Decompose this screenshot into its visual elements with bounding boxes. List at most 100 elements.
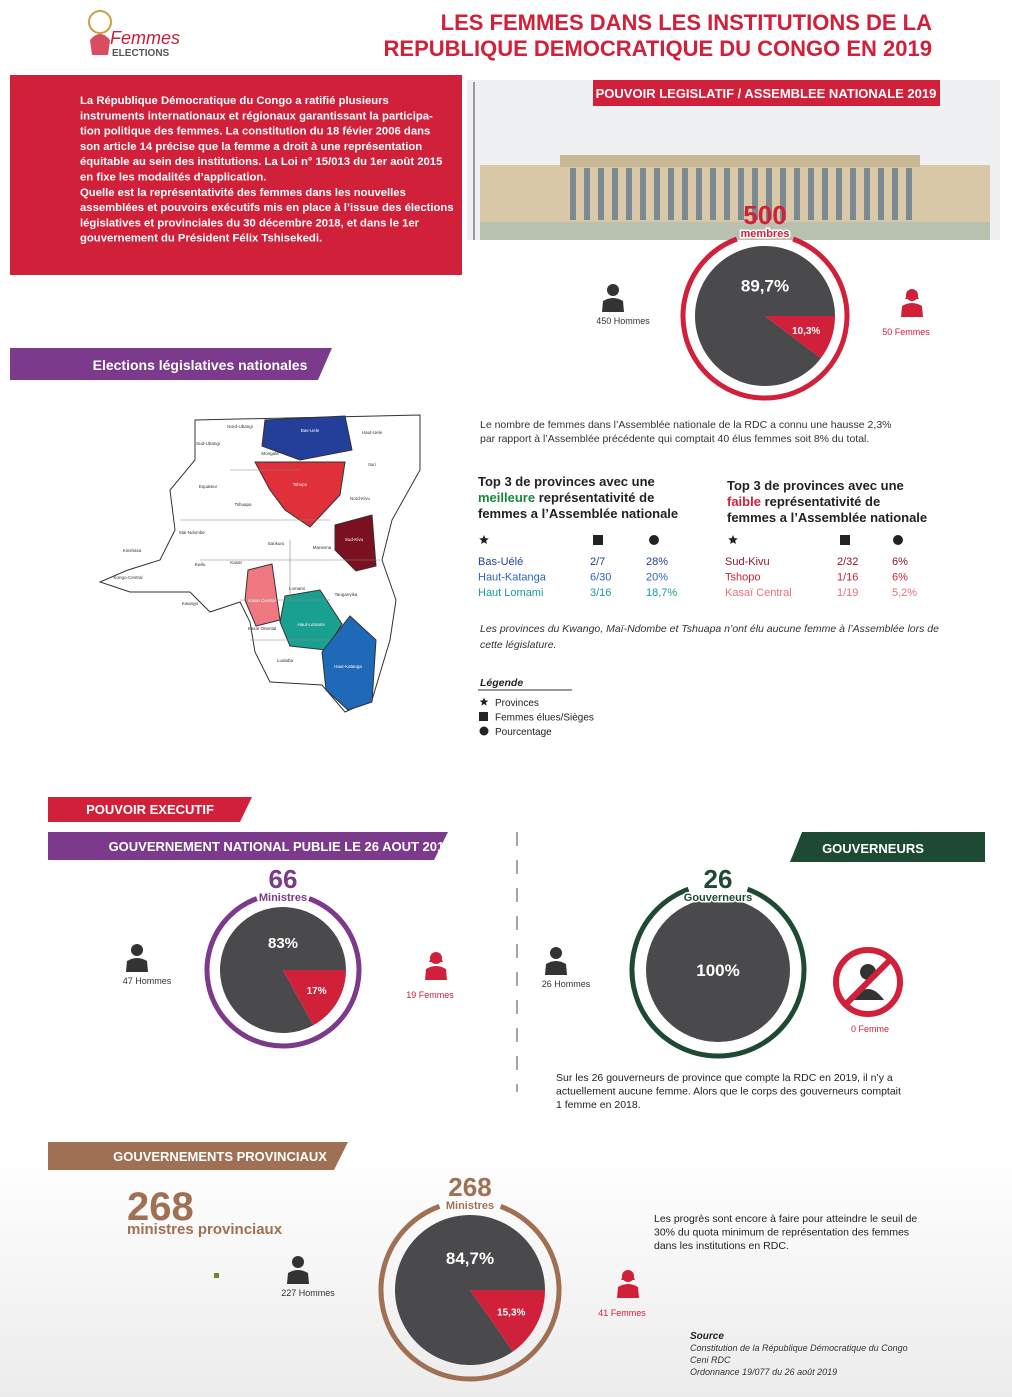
head bbox=[131, 944, 143, 956]
banner-text: GOUVERNEMENT NATIONAL PUBLIE LE 26 AOUT … bbox=[109, 839, 452, 854]
body bbox=[425, 966, 447, 980]
pie-label: 100% bbox=[696, 961, 739, 980]
ring bbox=[629, 886, 807, 1059]
pie-slice bbox=[470, 1290, 545, 1352]
map-label: Maniema bbox=[313, 545, 332, 550]
men-label: 227 Hommes bbox=[281, 1288, 335, 1298]
head bbox=[550, 947, 562, 959]
map-label: Kongo-Central bbox=[113, 575, 142, 580]
table-cell: 2/32 bbox=[837, 556, 858, 568]
table-cell: Haut Lomami bbox=[478, 587, 543, 599]
banner bbox=[593, 80, 940, 106]
column bbox=[822, 168, 828, 220]
title-part: femmes a l’Assemblée nationale bbox=[727, 510, 927, 525]
logo-sub: ELECTIONS bbox=[112, 48, 170, 59]
table-cell: 6% bbox=[892, 572, 908, 584]
column bbox=[696, 168, 702, 220]
text-line: Pourcentage bbox=[495, 727, 552, 738]
column bbox=[570, 168, 576, 220]
table-title: Top 3 de provinces avec une faible représ… bbox=[727, 478, 927, 525]
text-line: Les progrès sont encore à faire pour att… bbox=[654, 1213, 917, 1225]
column bbox=[850, 168, 856, 220]
women-label: 0 Femme bbox=[851, 1024, 889, 1034]
total-label: membres bbox=[741, 228, 790, 240]
map-label: Lualaba bbox=[277, 658, 294, 663]
building-illustration bbox=[467, 80, 1000, 240]
table-cell: Tshopo bbox=[725, 572, 760, 584]
pie-label: 89,7% bbox=[741, 277, 789, 296]
column bbox=[864, 168, 870, 220]
legend-title: Légende bbox=[480, 677, 523, 689]
banner bbox=[10, 348, 332, 380]
map-label: Sud-Ubangi bbox=[196, 441, 220, 446]
map-label: Kasaï bbox=[230, 560, 242, 565]
text-line: Femmes élues/Sièges bbox=[495, 713, 594, 724]
table-cell: Kasaï Central bbox=[725, 587, 792, 599]
circle-symbol bbox=[649, 535, 659, 545]
pie-slice bbox=[395, 1215, 545, 1366]
column bbox=[766, 168, 772, 220]
text-line: Ordonnance 19/077 du 26 août 2019 bbox=[690, 1367, 837, 1377]
circle-symbol bbox=[479, 726, 489, 736]
banner bbox=[48, 1142, 348, 1170]
title-part: représentativité de bbox=[535, 490, 654, 505]
table-title: Top 3 de provinces avec une meilleure rep… bbox=[478, 474, 678, 521]
pie-label: 84,7% bbox=[446, 1249, 494, 1268]
map-label: Kwilu bbox=[195, 562, 206, 567]
pie-label: 17% bbox=[307, 986, 327, 997]
man-icon bbox=[287, 1256, 309, 1284]
table-cell: 28% bbox=[646, 556, 668, 568]
table-cell: Bas-Uélé bbox=[478, 556, 523, 568]
highlight: meilleure bbox=[478, 490, 535, 505]
map-label: Sankuru bbox=[268, 541, 285, 546]
women-label: 19 Femmes bbox=[406, 990, 454, 1000]
logo-text: Femmes bbox=[110, 28, 180, 48]
map-label: Tshopo bbox=[293, 482, 308, 487]
text-line: son article 14 précise que la femme a dr… bbox=[80, 141, 422, 153]
total: 66 bbox=[269, 864, 298, 894]
circle-symbol bbox=[893, 535, 903, 545]
table-cell: 6% bbox=[892, 556, 908, 568]
column bbox=[710, 168, 716, 220]
banner bbox=[48, 797, 252, 822]
ring bbox=[680, 236, 850, 401]
man-icon bbox=[545, 947, 567, 975]
text-line: assemblées et pouvoirs exécutifs mis en … bbox=[80, 202, 454, 214]
source-title: Source bbox=[690, 1331, 724, 1342]
total: 500 bbox=[743, 200, 786, 230]
big-label: ministres provinciaux bbox=[127, 1221, 283, 1238]
banner-text: Elections législatives nationales bbox=[93, 357, 308, 373]
title-part: Top 3 de provinces avec une bbox=[727, 478, 904, 493]
total-label: Ministres bbox=[446, 1200, 494, 1212]
text-line: tion politique des femmes. La constituti… bbox=[80, 126, 430, 138]
banner-text: POUVOIR LEGISLATIF / ASSEMBLEE NATIONALE… bbox=[596, 86, 937, 101]
text-line: équitable au sein des institutions. La L… bbox=[80, 156, 442, 168]
column bbox=[892, 168, 898, 220]
head bbox=[607, 284, 619, 296]
column bbox=[808, 168, 814, 220]
table-cell: 5,2% bbox=[892, 587, 917, 599]
banner-text: GOUVERNEMENTS PROVINCIAUX bbox=[113, 1149, 327, 1164]
text-line: 30% du quota minimum de représentation d… bbox=[654, 1227, 909, 1239]
table-cell: 20% bbox=[646, 572, 668, 584]
body bbox=[617, 1284, 639, 1298]
map-label: Mongala bbox=[261, 451, 279, 456]
pie-label: 10,3% bbox=[792, 326, 820, 337]
column bbox=[640, 168, 646, 220]
star-symbol bbox=[479, 535, 489, 545]
ring bbox=[378, 1204, 562, 1382]
column bbox=[724, 168, 730, 220]
map-label: Haut-Lomami bbox=[297, 622, 324, 627]
map-label: Kwango bbox=[182, 601, 199, 606]
star-symbol bbox=[479, 697, 489, 706]
hair bbox=[905, 291, 919, 299]
column bbox=[682, 168, 688, 220]
column bbox=[836, 168, 842, 220]
body bbox=[602, 298, 624, 312]
text-line: Le nombre de femmes dans l’Assemblée nat… bbox=[480, 419, 892, 431]
text-line: Provinces bbox=[495, 698, 539, 709]
table-cell: Haut-Katanga bbox=[478, 572, 547, 584]
map-label: Sud-Kivu bbox=[345, 537, 364, 542]
map-label: Mai-Ndombe bbox=[179, 530, 205, 535]
